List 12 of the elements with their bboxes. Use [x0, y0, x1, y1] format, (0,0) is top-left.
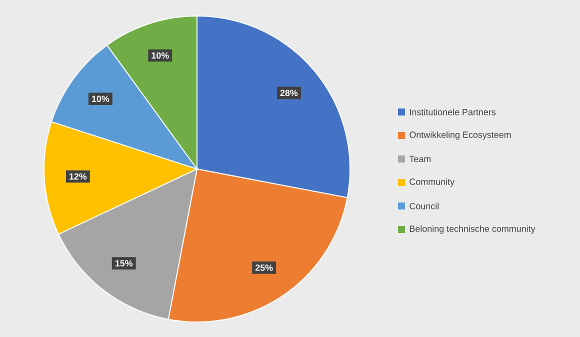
data-label: 25% [255, 264, 273, 271]
data-label: 12% [69, 173, 87, 180]
legend-label: Ontwikkeling Ecosysteem [410, 131, 511, 140]
legend-label: Institutionele Partners [410, 108, 496, 116]
data-label: 10% [92, 96, 110, 102]
data-label: 15% [115, 260, 133, 266]
legend-label: Team [409, 156, 431, 162]
legend-label: Beloning technische community [410, 225, 536, 234]
data-label: 10% [152, 52, 169, 59]
legend-label: Council [410, 202, 438, 210]
legend-label: Community [410, 178, 455, 187]
data-label: 28% [280, 90, 298, 96]
